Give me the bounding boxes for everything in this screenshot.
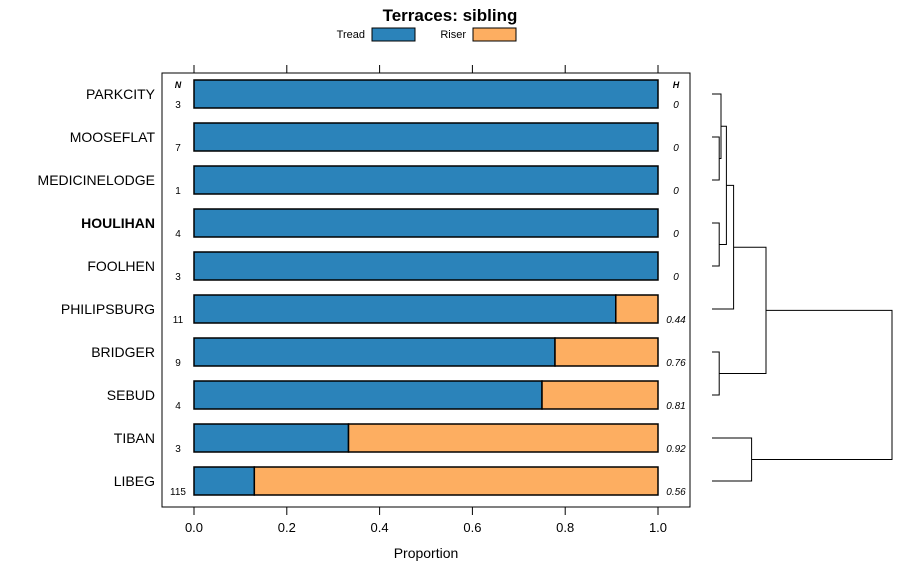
bar-row: BRIDGER 9 0.76 <box>91 337 686 369</box>
bar-row: TIBAN 3 0.92 <box>114 423 686 455</box>
category-label: LIBEG <box>114 473 155 489</box>
bar-segment-riser <box>541 380 659 410</box>
dendrogram-link <box>719 246 767 374</box>
x-tick-label: 0.6 <box>463 520 481 535</box>
legend-label-tread: Tread <box>337 29 365 41</box>
n-value: 1 <box>175 186 181 197</box>
dendrogram-link <box>712 437 753 482</box>
category-label: MOOSEFLAT <box>70 129 156 145</box>
category-label: HOULIHAN <box>81 215 155 231</box>
bar-segment-tread <box>193 423 350 453</box>
n-value: 4 <box>175 229 181 240</box>
h-value: 0.56 <box>666 487 686 498</box>
bar-segment-riser <box>347 423 659 453</box>
h-value: 0 <box>673 229 679 240</box>
category-label: BRIDGER <box>91 344 155 360</box>
n-value: 3 <box>175 444 181 455</box>
bar-segment-tread <box>193 122 659 152</box>
x-tick-label: 0.4 <box>371 520 389 535</box>
bar-row: HOULIHAN 4 0 <box>81 208 679 240</box>
n-value: 11 <box>173 315 184 326</box>
h-value: 0 <box>673 100 679 111</box>
dendrogram-link <box>712 351 720 396</box>
h-value: 0 <box>673 186 679 197</box>
n-value: 4 <box>175 401 181 412</box>
bar-segment-tread <box>193 337 556 367</box>
bar-segment-riser <box>615 294 659 324</box>
n-value: 3 <box>175 100 181 111</box>
h-value: 0.44 <box>666 315 686 326</box>
dendrogram-link <box>712 184 735 310</box>
dendrogram-link <box>712 222 720 267</box>
bar-row: MOOSEFLAT 7 0 <box>70 122 679 154</box>
x-tick-label: 0.2 <box>278 520 296 535</box>
h-header: H <box>673 80 680 90</box>
category-label: MEDICINELODGE <box>38 172 155 188</box>
x-axis-label: Proportion <box>394 545 459 561</box>
legend-label-riser: Riser <box>440 29 466 41</box>
bar-row: PARKCITY 3 0 <box>86 79 679 111</box>
bar-segment-riser <box>253 466 659 496</box>
category-label: TIBAN <box>114 430 155 446</box>
n-value: 7 <box>175 143 181 154</box>
bar-segment-tread <box>193 79 659 109</box>
h-value: 0 <box>673 143 679 154</box>
n-value: 115 <box>170 487 186 498</box>
x-tick-label: 0.8 <box>556 520 574 535</box>
chart-title: Terraces: sibling <box>383 6 518 25</box>
dendrogram <box>712 93 893 482</box>
legend: Tread Riser <box>337 27 517 42</box>
category-label: PARKCITY <box>86 86 156 102</box>
h-value: 0.81 <box>666 401 685 412</box>
dendrogram-link <box>719 125 727 245</box>
bar-row: LIBEG 115 0.56 <box>114 466 686 498</box>
plot-panel <box>161 72 691 508</box>
n-header: N <box>175 80 182 90</box>
n-value: 9 <box>175 358 181 369</box>
bar-row: MEDICINELODGE 1 0 <box>38 165 679 197</box>
legend-swatch-riser <box>472 27 517 42</box>
x-axis: 0.0 0.2 0.4 0.6 0.8 1.0 <box>185 65 667 535</box>
h-value: 0.92 <box>666 444 686 455</box>
category-label: SEBUD <box>107 387 155 403</box>
bar-segment-tread <box>193 380 543 410</box>
bar-segment-tread <box>193 294 617 324</box>
bar-row: FOOLHEN 3 0 <box>87 251 679 283</box>
category-label: FOOLHEN <box>87 258 155 274</box>
x-tick-label: 0.0 <box>185 520 203 535</box>
bar-row: PHILIPSBURG 11 0.44 <box>61 294 686 326</box>
n-value: 3 <box>175 272 181 283</box>
bar-row: SEBUD 4 0.81 <box>107 380 686 412</box>
bar-segment-tread <box>193 466 256 496</box>
h-value: 0.76 <box>666 358 686 369</box>
category-label: PHILIPSBURG <box>61 301 155 317</box>
bar-segment-tread <box>193 165 659 195</box>
dendrogram-link <box>751 309 893 460</box>
bar-segment-riser <box>554 337 659 367</box>
x-tick-label: 1.0 <box>649 520 667 535</box>
legend-swatch-tread <box>371 27 416 42</box>
bar-segment-tread <box>193 208 659 238</box>
h-value: 0 <box>673 272 679 283</box>
bar-segment-tread <box>193 251 659 281</box>
dendrogram-link <box>712 136 720 181</box>
